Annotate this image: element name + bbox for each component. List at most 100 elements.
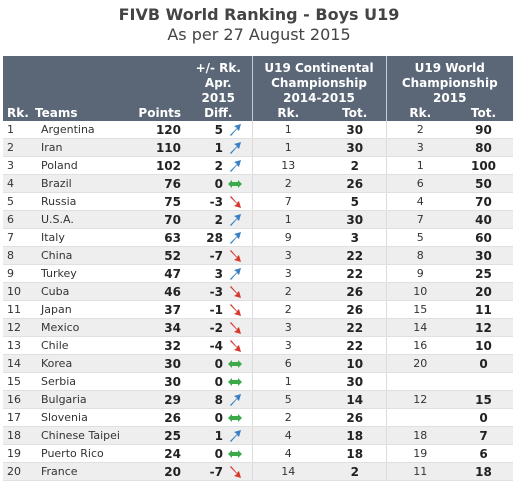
continental-rank-cell: 1 <box>251 121 324 139</box>
world-total-cell: 0 <box>454 354 513 373</box>
world-rank-cell: 14 <box>385 318 454 337</box>
points-cell: 120 <box>129 121 185 139</box>
arrow-down-right-icon <box>230 195 241 208</box>
world-rank-cell: 5 <box>385 228 454 247</box>
team-name: Turkey <box>29 264 129 283</box>
trend-cell <box>226 426 252 445</box>
team-name: Chinese Taipei <box>29 426 129 445</box>
table-row: 3 Poland 102 2 13 2 1 100 <box>3 156 513 175</box>
rank-diff-cell: -3 <box>185 192 226 211</box>
points-cell: 70 <box>129 210 185 229</box>
world-rank-cell: 15 <box>385 300 454 319</box>
trend-cell <box>226 121 252 139</box>
arrow-up-right-icon <box>230 141 241 154</box>
continental-rank-cell: 9 <box>251 228 324 247</box>
continental-rank-cell: 2 <box>251 300 324 319</box>
continental-rank-cell: 14 <box>251 462 324 481</box>
continental-rank-cell: 6 <box>251 354 324 373</box>
continental-total-cell: 22 <box>324 246 386 265</box>
rank-diff-cell: 0 <box>185 408 226 427</box>
arrow-down-right-icon <box>230 339 241 352</box>
team-name: Chile <box>29 336 129 355</box>
table-row: 9 Turkey 47 3 3 22 9 25 <box>3 264 513 283</box>
team-name: Mexico <box>29 318 129 337</box>
rank-cell: 5 <box>3 192 29 211</box>
points-cell: 76 <box>129 174 185 193</box>
world-total-cell: 18 <box>454 462 513 481</box>
team-name: Bulgaria <box>29 390 129 409</box>
points-cell: 110 <box>129 138 185 157</box>
arrow-up-right-icon <box>230 159 241 172</box>
world-total-cell: 70 <box>454 192 513 211</box>
trend-cell <box>226 192 252 211</box>
arrow-up-right-icon <box>230 213 241 226</box>
continental-rank-cell: 5 <box>251 390 324 409</box>
header-continental: U19 Continental Championship 2014-2015 <box>251 56 386 106</box>
team-name: China <box>29 246 129 265</box>
continental-total-cell: 22 <box>324 336 386 355</box>
trend-cell <box>226 444 252 463</box>
rank-diff-cell: -1 <box>185 300 226 319</box>
table-row: 11 Japan 37 -1 2 26 15 11 <box>3 300 513 319</box>
world-rank-cell: 2 <box>385 121 454 139</box>
world-rank-cell: 12 <box>385 390 454 409</box>
header-teams: Teams <box>29 56 129 121</box>
continental-total-cell: 5 <box>324 192 386 211</box>
table-row: 19 Puerto Rico 24 0 4 18 19 6 <box>3 444 513 463</box>
rank-cell: 17 <box>3 408 29 427</box>
trend-cell <box>226 210 252 229</box>
world-rank-cell: 8 <box>385 246 454 265</box>
rank-cell: 11 <box>3 300 29 319</box>
arrow-left-right-icon <box>228 359 242 368</box>
world-total-cell: 25 <box>454 264 513 283</box>
continental-rank-cell: 13 <box>251 156 324 175</box>
team-name: Slovenia <box>29 408 129 427</box>
arrow-left-right-icon <box>228 179 242 188</box>
world-rank-cell: 6 <box>385 174 454 193</box>
world-rank-cell: 9 <box>385 264 454 283</box>
continental-rank-cell: 7 <box>251 192 324 211</box>
team-name: France <box>29 462 129 481</box>
continental-rank-cell: 2 <box>251 174 324 193</box>
rank-diff-cell: -3 <box>185 282 226 301</box>
world-total-cell: 12 <box>454 318 513 337</box>
arrow-up-right-icon <box>230 267 241 280</box>
continental-total-cell: 10 <box>324 354 386 373</box>
rank-cell: 1 <box>3 121 29 139</box>
arrow-down-right-icon <box>230 465 241 478</box>
rank-cell: 12 <box>3 318 29 337</box>
trend-cell <box>226 228 252 247</box>
arrow-down-right-icon <box>230 285 241 298</box>
rank-diff-cell: 2 <box>185 210 226 229</box>
points-cell: 25 <box>129 426 185 445</box>
rank-cell: 4 <box>3 174 29 193</box>
continental-total-cell: 18 <box>324 426 386 445</box>
world-total-cell: 6 <box>454 444 513 463</box>
header-continental-line3: 2014-2015 <box>283 91 355 105</box>
team-name: Italy <box>29 228 129 247</box>
table-row: 1 Argentina 120 5 1 30 2 90 <box>3 121 513 139</box>
team-name: Brazil <box>29 174 129 193</box>
continental-rank-cell: 1 <box>251 372 324 391</box>
continental-rank-cell: 3 <box>251 246 324 265</box>
world-rank-cell: 3 <box>385 138 454 157</box>
header-world-line2: Championship <box>401 76 498 90</box>
team-name: Cuba <box>29 282 129 301</box>
header-diff-sub: Diff. <box>185 106 252 121</box>
continental-rank-cell: 3 <box>251 264 324 283</box>
table-row: 10 Cuba 46 -3 2 26 10 20 <box>3 282 513 301</box>
rank-cell: 16 <box>3 390 29 409</box>
trend-cell <box>226 462 252 481</box>
points-cell: 30 <box>129 372 185 391</box>
continental-total-cell: 30 <box>324 138 386 157</box>
rank-diff-cell: 0 <box>185 444 226 463</box>
header-points: Points <box>129 56 185 121</box>
header-world-rk: Rk. <box>385 106 454 121</box>
table-row: 13 Chile 32 -4 3 22 16 10 <box>3 336 513 355</box>
arrow-up-right-icon <box>230 393 241 406</box>
rank-diff-cell: 3 <box>185 264 226 283</box>
trend-cell <box>226 318 252 337</box>
continental-total-cell: 14 <box>324 390 386 409</box>
header-rank-diff-line1: +/- Rk. <box>195 61 241 75</box>
table-row: 16 Bulgaria 29 8 5 14 12 15 <box>3 390 513 409</box>
